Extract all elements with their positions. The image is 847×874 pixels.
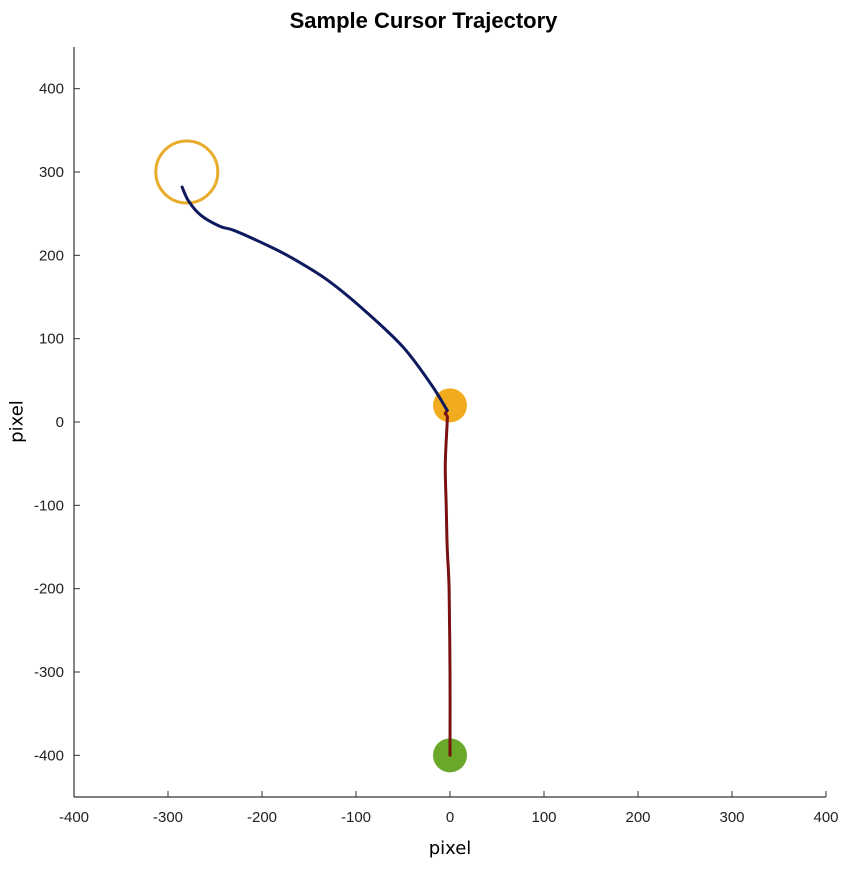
x-tick-label: -300 — [153, 809, 183, 826]
y-tick-label: 400 — [39, 81, 64, 98]
x-tick-label: 400 — [813, 809, 838, 826]
marker-2 — [433, 388, 467, 423]
y-tick-label: -100 — [34, 497, 64, 514]
ticks: -400 -300 -200 -100 0 100 200 300 400 -400 -300 -20… — [34, 81, 839, 826]
chart-title: Sample Cursor Trajectory — [289, 8, 558, 33]
x-tick-label: 0 — [446, 809, 454, 826]
x-tick-label: -400 — [59, 809, 89, 826]
series-layer — [180, 185, 452, 757]
x-tick-label: -100 — [341, 809, 371, 826]
y-axis-label: pixel — [6, 400, 28, 443]
marker-3 — [154, 139, 220, 205]
y-tick-label: 0 — [56, 414, 64, 431]
y-tick-label: 200 — [39, 247, 64, 264]
marker-layer — [154, 139, 467, 773]
y-tick-label: -300 — [34, 664, 64, 681]
trajectory-line-2 — [180, 185, 449, 412]
y-tick-label: 100 — [39, 331, 64, 348]
trajectory-line-1 — [443, 408, 452, 757]
x-tick-label: -200 — [247, 809, 277, 826]
x-tick-label: 300 — [719, 809, 744, 826]
x-tick-label: 200 — [625, 809, 650, 826]
y-tick-label: 300 — [39, 164, 64, 181]
y-tick-label: -400 — [34, 747, 64, 764]
x-tick-label: 100 — [531, 809, 556, 826]
y-tick-label: -200 — [34, 581, 64, 598]
x-axis-label: pixel — [428, 838, 472, 859]
